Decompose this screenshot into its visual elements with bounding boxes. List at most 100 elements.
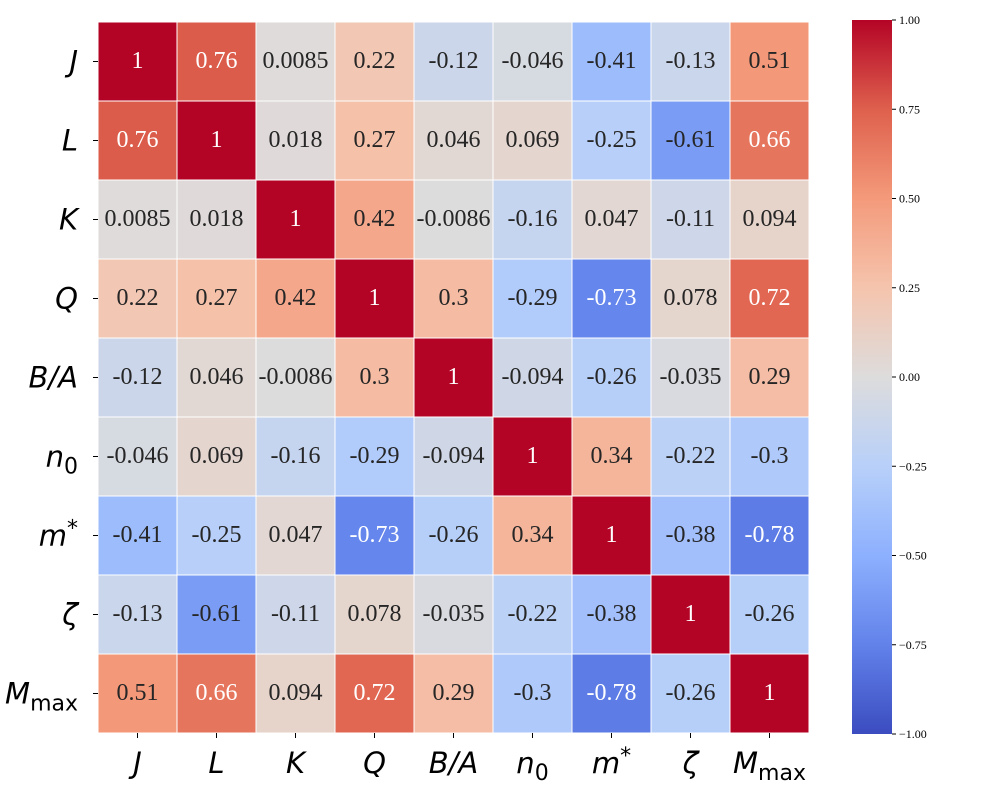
heatmap-cell-r3-c3	[334, 258, 415, 339]
cell-value-r5-c3: -0.29	[350, 443, 400, 469]
cell-value-r0-c0: 1	[132, 48, 144, 74]
cell-value-r8-c1: 0.66	[196, 680, 238, 706]
cell-value-r2-c8: 0.094	[743, 206, 797, 232]
cell-value-r0-c4: -0.12	[429, 48, 479, 74]
y-label-k-2: K	[59, 203, 80, 237]
heatmap-cell-r8-c0	[97, 653, 178, 734]
cell-value-r3-c5: -0.29	[508, 285, 558, 311]
heatmap-cell-r0-c3	[334, 21, 415, 102]
heatmap-cell-r1-c6	[571, 100, 652, 181]
cell-value-r1-c8: 0.66	[749, 127, 791, 153]
heatmap-cell-r8-c4	[413, 653, 494, 734]
cell-value-r1-c6: -0.25	[587, 127, 637, 153]
cell-value-r4-c3: 0.3	[360, 364, 390, 390]
x-label-l-1: L	[208, 746, 224, 780]
heatmap-cell-r5-c3	[334, 416, 415, 497]
heatmap-cell-r0-c5	[492, 21, 573, 102]
heatmap-cell-r8-c1	[176, 653, 257, 734]
heatmap-cell-r4-c5	[492, 337, 573, 418]
cell-value-r7-c3: 0.078	[348, 601, 402, 627]
colorbar-tick-label-4: 0.00	[899, 370, 920, 384]
cell-value-r3-c6: -0.73	[587, 285, 637, 311]
cell-value-r6-c2: 0.047	[269, 522, 323, 548]
heatmap-cell-r3-c1	[176, 258, 257, 339]
heatmap-cell-r7-c3	[334, 574, 415, 655]
cell-value-r7-c2: -0.11	[271, 601, 320, 627]
cell-value-r3-c7: 0.078	[664, 285, 718, 311]
cell-value-r5-c5: 1	[527, 443, 539, 469]
cell-value-r0-c7: -0.13	[666, 48, 716, 74]
heatmap-cell-r6-c0	[97, 495, 178, 576]
heatmap-cell-r1-c8	[729, 100, 810, 181]
cell-value-r0-c5: -0.046	[502, 48, 564, 74]
cell-value-r4-c1: 0.046	[190, 364, 244, 390]
heatmap-cell-r7-c6	[571, 574, 652, 655]
cell-value-r4-c7: -0.035	[660, 364, 722, 390]
cell-value-r3-c4: 0.3	[439, 285, 469, 311]
heatmap-cell-r2-c0	[97, 179, 178, 260]
cell-value-r8-c6: -0.78	[587, 680, 637, 706]
heatmap-cell-r8-c8	[729, 653, 810, 734]
heatmap-cell-r2-c2	[255, 179, 336, 260]
heatmap-cell-r8-c3	[334, 653, 415, 734]
cell-value-r6-c1: -0.25	[192, 522, 242, 548]
cell-value-r8-c3: 0.72	[354, 680, 396, 706]
cell-value-r8-c8: 1	[764, 680, 776, 706]
cell-value-r0-c6: -0.41	[587, 48, 637, 74]
heatmap-cell-r8-c2	[255, 653, 336, 734]
heatmap-cell-r5-c5	[492, 416, 573, 497]
heatmap-cell-r4-c2	[255, 337, 336, 418]
cell-value-r1-c5: 0.069	[506, 127, 560, 153]
colorbar-tick-label-0: 1.00	[899, 13, 920, 27]
heatmap-cell-r4-c0	[97, 337, 178, 418]
heatmap-cell-r5-c4	[413, 416, 494, 497]
cell-value-r7-c0: -0.13	[113, 601, 163, 627]
y-label-n-0-5: n0	[46, 440, 78, 480]
colorbar-tick-label-3: 0.25	[899, 281, 920, 295]
heatmap-cell-r4-c8	[729, 337, 810, 418]
x-label-n-0-5: n0	[516, 746, 548, 786]
cell-value-r4-c5: -0.094	[502, 364, 564, 390]
cell-value-r8-c4: 0.29	[433, 680, 475, 706]
heatmap-cell-r5-c8	[729, 416, 810, 497]
heatmap-cell-r7-c4	[413, 574, 494, 655]
cell-value-r5-c1: 0.069	[190, 443, 244, 469]
x-axis-labels: J L K Q B/A n0 m* ζ Mmax	[128, 733, 806, 786]
heatmap-cell-r3-c8	[729, 258, 810, 339]
cell-value-r4-c6: -0.26	[587, 364, 637, 390]
cell-value-r0-c8: 0.51	[749, 48, 791, 74]
heatmap-cell-r7-c0	[97, 574, 178, 655]
y-axis-labels: J L K Q B/A n0 m* ζ Mmax	[5, 45, 98, 717]
cell-value-r6-c4: -0.26	[429, 522, 479, 548]
cell-value-r8-c7: -0.26	[666, 680, 716, 706]
heatmap-cell-r6-c4	[413, 495, 494, 576]
x-label-j-0: J	[128, 746, 142, 780]
heatmap-cell-r6-c1	[176, 495, 257, 576]
heatmap-cell-r2-c3	[334, 179, 415, 260]
cell-value-r4-c4: 1	[448, 364, 460, 390]
cell-value-r5-c4: -0.094	[423, 443, 485, 469]
heatmap-cell-r3-c7	[650, 258, 731, 339]
cell-value-r3-c0: 0.22	[117, 285, 159, 311]
y-label-j-0: J	[64, 45, 78, 79]
heatmap-cell-r1-c2	[255, 100, 336, 181]
heatmap-cell-r8-c5	[492, 653, 573, 734]
cell-value-r5-c7: -0.22	[666, 443, 716, 469]
cell-value-r7-c4: -0.035	[423, 601, 485, 627]
cell-value-r6-c0: -0.41	[113, 522, 163, 548]
heatmap-cell-r0-c4	[413, 21, 494, 102]
heatmap-cell-r0-c1	[176, 21, 257, 102]
cell-value-r7-c7: 1	[685, 601, 697, 627]
y-label-m-max-8: Mmax	[5, 677, 78, 717]
heatmap-cell-r5-c2	[255, 416, 336, 497]
cell-value-r5-c0: -0.046	[107, 443, 169, 469]
cell-value-r0-c2: 0.0085	[263, 48, 329, 74]
heatmap-cell-r1-c7	[650, 100, 731, 181]
cell-value-r2-c4: -0.0086	[417, 206, 491, 232]
cell-value-r0-c3: 0.22	[354, 48, 396, 74]
heatmap-cell-r2-c6	[571, 179, 652, 260]
cell-value-r3-c1: 0.27	[196, 285, 238, 311]
colorbar-tick-label-5: −0.25	[899, 459, 927, 473]
colorbar-tick-label-7: −0.75	[899, 638, 927, 652]
cell-value-r6-c3: -0.73	[350, 522, 400, 548]
